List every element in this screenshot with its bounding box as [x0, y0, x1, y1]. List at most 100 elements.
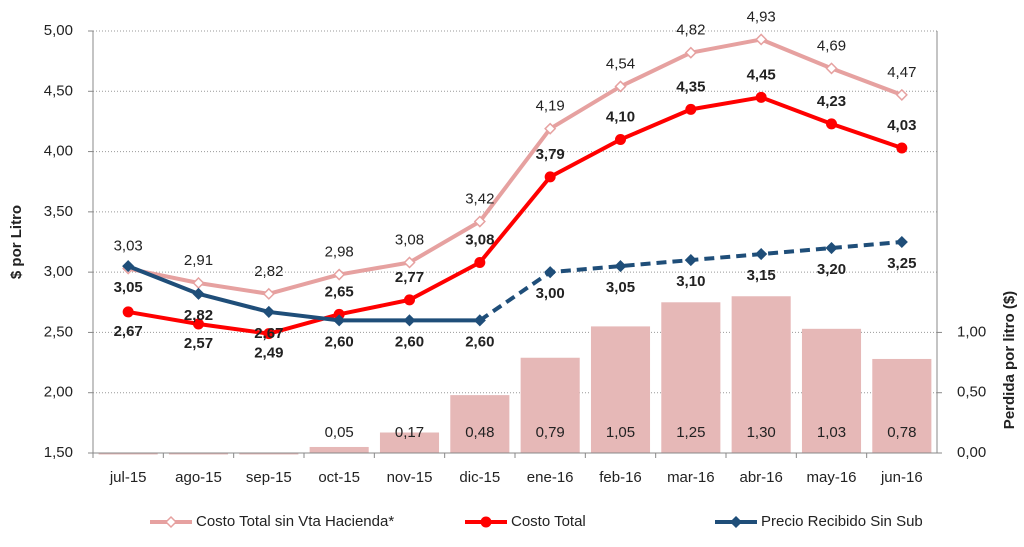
- x-tick-label: ago-15: [175, 469, 222, 486]
- data-label: 2,60: [465, 333, 494, 350]
- bar-label: 0,17: [395, 424, 424, 441]
- point: [685, 103, 697, 115]
- legend-marker: [480, 516, 492, 528]
- bar: [590, 326, 651, 453]
- point: [333, 268, 346, 281]
- point: [755, 91, 767, 103]
- point: [333, 314, 346, 327]
- bar-label: 0,48: [465, 424, 494, 441]
- x-tick-label: feb-16: [599, 469, 642, 486]
- bar-label: 1,30: [747, 424, 776, 441]
- bar: [239, 453, 299, 455]
- point: [896, 142, 908, 154]
- data-label: 2,91: [184, 252, 213, 269]
- bar: [309, 446, 369, 453]
- data-label: 2,65: [325, 283, 354, 300]
- data-label: 2,98: [325, 244, 354, 261]
- point: [403, 314, 416, 327]
- point: [615, 134, 626, 146]
- data-label: 2,60: [395, 333, 424, 350]
- data-label: 4,23: [817, 93, 846, 110]
- bar: [731, 296, 791, 453]
- bar: [379, 432, 440, 453]
- point: [403, 256, 416, 269]
- bar-label: 0,78: [887, 424, 916, 441]
- data-label: 4,45: [747, 66, 776, 83]
- legend-marker: [164, 515, 178, 529]
- data-label: 3,05: [606, 279, 635, 296]
- point: [122, 260, 135, 273]
- point: [473, 314, 486, 327]
- line: [127, 264, 480, 323]
- data-label: 2,67: [254, 325, 283, 342]
- data-label: 2,67: [114, 323, 143, 340]
- x-tick-label: jun-16: [880, 469, 923, 486]
- data-label: 2,77: [395, 269, 424, 286]
- point: [825, 62, 838, 75]
- data-label: 4,10: [606, 108, 635, 125]
- bar-label: 1,03: [817, 424, 846, 441]
- point: [544, 171, 556, 183]
- x-tick-label: may-16: [806, 469, 856, 486]
- x-tick-label: oct-15: [318, 469, 360, 486]
- point: [262, 287, 275, 300]
- y-tick-label: 3,00: [44, 263, 73, 280]
- x-tick-label: nov-15: [387, 469, 433, 486]
- bar: [872, 358, 932, 453]
- bar-label: 0,79: [536, 424, 565, 441]
- bar-label: 1,25: [676, 424, 705, 441]
- point: [825, 241, 838, 255]
- y2-tick-label: 1,00: [957, 323, 986, 340]
- bar: [450, 395, 510, 453]
- x-tick-label: abr-16: [739, 469, 782, 486]
- data-label: 3,10: [676, 273, 705, 290]
- point: [684, 46, 697, 59]
- line: [127, 95, 903, 336]
- data-label: 4,35: [676, 78, 705, 95]
- legend-label: Costo Total sin Vta Hacienda*: [196, 513, 394, 530]
- data-label: 4,54: [606, 55, 635, 72]
- y-axis-title: $ por Litro: [8, 205, 25, 279]
- data-label: 4,93: [747, 8, 776, 25]
- point: [895, 235, 908, 249]
- data-label: 2,60: [325, 333, 354, 350]
- point: [544, 266, 557, 279]
- data-label: 3,08: [465, 231, 494, 248]
- data-label: 3,15: [747, 267, 776, 284]
- y-tick-label: 4,00: [44, 143, 73, 160]
- point: [895, 88, 908, 101]
- y2-tick-label: 0,50: [957, 384, 986, 401]
- legend-label: Costo Total: [511, 513, 586, 530]
- bar-label: 0,05: [325, 424, 354, 441]
- data-label: 3,00: [536, 285, 565, 302]
- point: [192, 276, 205, 290]
- data-label: 4,69: [817, 37, 846, 54]
- data-label: 3,25: [887, 255, 916, 272]
- data-label: 2,49: [254, 345, 283, 362]
- data-label: 3,03: [114, 237, 143, 254]
- y-tick-label: 5,00: [44, 22, 73, 39]
- data-label: 3,08: [395, 231, 424, 248]
- legend-marker: [729, 515, 743, 529]
- point: [826, 118, 837, 130]
- y2-axis-title: Perdida por litro ($): [1001, 291, 1018, 429]
- bar-label: 1,05: [606, 424, 635, 441]
- data-label: 4,47: [887, 64, 916, 81]
- data-label: 3,79: [536, 146, 565, 163]
- bar: [98, 453, 158, 455]
- point: [544, 122, 557, 135]
- point: [684, 254, 697, 267]
- point: [473, 215, 486, 228]
- point: [122, 306, 134, 318]
- data-label: 4,03: [887, 117, 916, 134]
- x-tick-label: ene-16: [527, 469, 574, 486]
- data-label: 3,20: [817, 261, 846, 278]
- data-label: 3,05: [114, 279, 143, 296]
- data-label: 2,82: [184, 307, 213, 324]
- point: [192, 287, 205, 300]
- y-tick-label: 4,50: [44, 82, 73, 99]
- x-tick-label: mar-16: [667, 469, 715, 486]
- point: [263, 328, 275, 340]
- point: [614, 260, 627, 273]
